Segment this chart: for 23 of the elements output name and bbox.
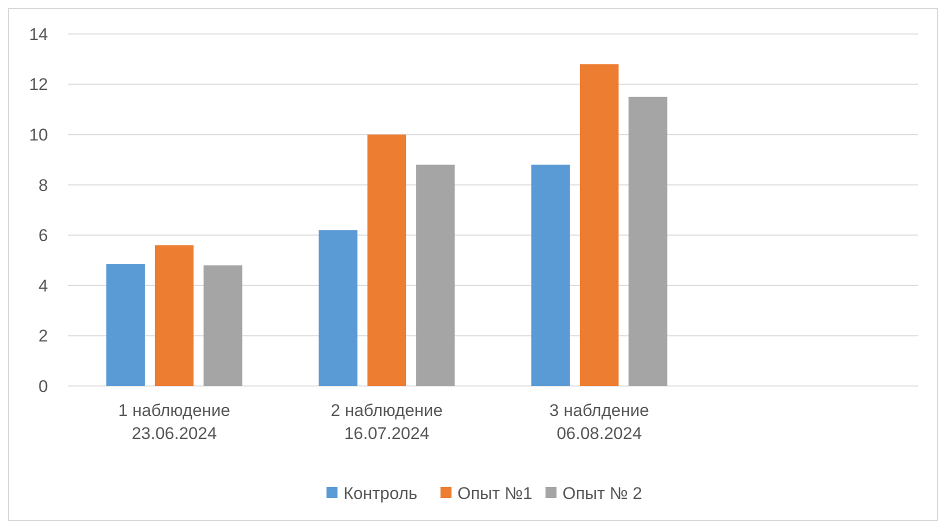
y-tick-label: 4 xyxy=(38,276,48,296)
y-tick-label: 6 xyxy=(38,226,48,246)
bar xyxy=(204,265,242,386)
y-tick-label: 12 xyxy=(29,75,48,94)
bar xyxy=(318,230,358,386)
y-tick-label: 2 xyxy=(38,326,48,346)
x-tick-label: 1 наблюдение 23.06.2024 xyxy=(118,401,230,443)
y-tick-label: 0 xyxy=(38,376,48,396)
bar xyxy=(154,245,194,386)
bar xyxy=(628,96,668,386)
legend-label: Опыт № 2 xyxy=(562,484,642,503)
y-tick-label: 14 xyxy=(29,24,48,44)
legend-label: Контроль xyxy=(344,484,418,503)
x-tick-label: 3 наблдение 06.08.2024 xyxy=(549,401,650,443)
bar xyxy=(580,64,619,386)
y-tick-label: 8 xyxy=(38,176,48,195)
bar xyxy=(416,164,455,386)
legend-label: Опыт №1 xyxy=(458,484,532,503)
bar xyxy=(106,264,145,386)
bar xyxy=(367,134,406,386)
y-tick-label: 10 xyxy=(29,126,48,145)
x-tick-label: 2 наблюдение 16.07.2024 xyxy=(330,401,443,443)
bar xyxy=(531,164,570,386)
